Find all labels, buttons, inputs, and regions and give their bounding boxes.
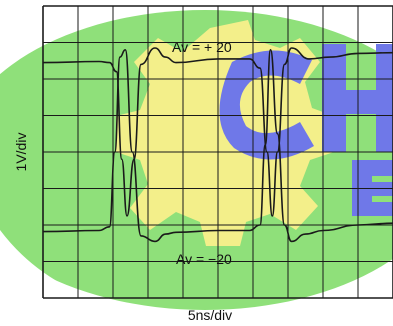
grid xyxy=(42,5,393,299)
watermark-corner xyxy=(0,230,190,318)
x-axis-label: 5ns/div xyxy=(188,307,232,323)
traces xyxy=(43,47,393,243)
watermark-top-margin xyxy=(0,0,393,8)
y-axis-label: 1V/div xyxy=(13,133,29,172)
series-label-av-minus-20: Av = −20 xyxy=(176,251,232,267)
series-line-av-plus-20 xyxy=(43,47,393,217)
series-line-av-minus-20 xyxy=(43,48,393,243)
watermark-letter-c xyxy=(219,50,314,160)
series-label-av-plus-20: Av = + 20 xyxy=(172,39,232,55)
